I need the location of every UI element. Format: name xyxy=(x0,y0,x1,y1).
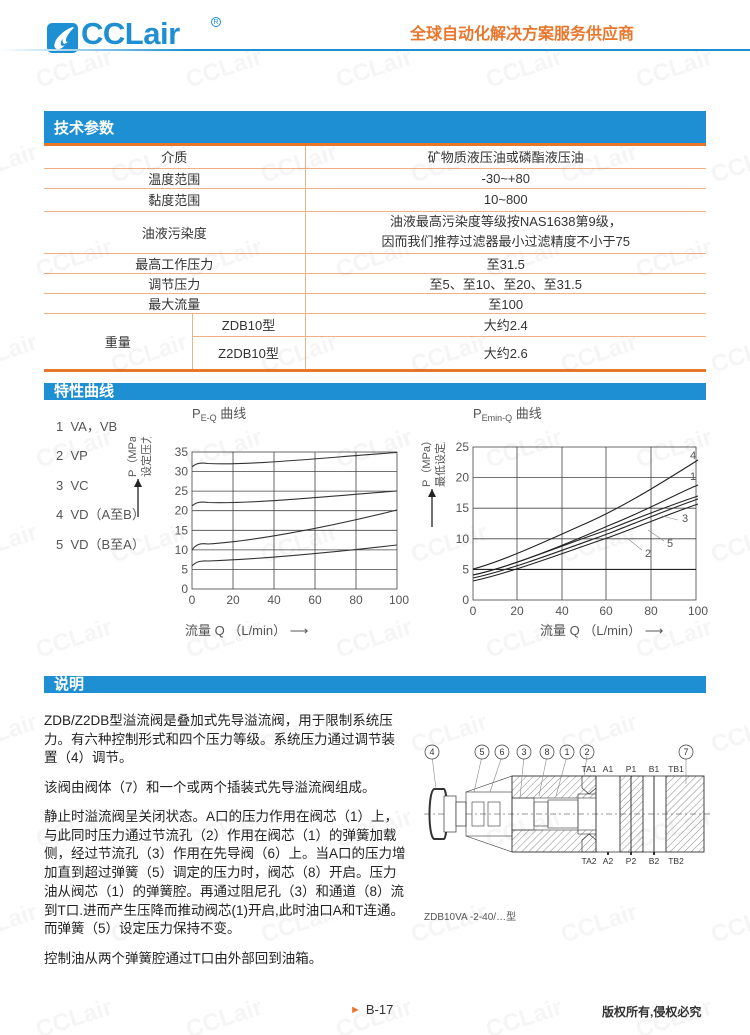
svg-text:35: 35 xyxy=(175,445,189,459)
svg-text:0: 0 xyxy=(181,582,188,596)
svg-text:4: 4 xyxy=(690,450,696,462)
svg-text:0: 0 xyxy=(470,604,477,618)
svg-text:5: 5 xyxy=(479,747,484,757)
svg-text:最低设定压力: 最低设定压力 xyxy=(433,442,447,487)
svg-text:A2: A2 xyxy=(603,856,614,866)
svg-text:20: 20 xyxy=(226,593,240,607)
svg-text:3: 3 xyxy=(682,513,688,525)
svg-text:40: 40 xyxy=(267,593,281,607)
svg-text:80: 80 xyxy=(644,604,658,618)
svg-text:5: 5 xyxy=(181,562,188,576)
svg-text:2: 2 xyxy=(584,747,589,757)
svg-text:TB2: TB2 xyxy=(668,856,684,866)
svg-text:7: 7 xyxy=(683,747,688,757)
svg-text:4: 4 xyxy=(429,747,434,757)
svg-text:B1: B1 xyxy=(649,764,660,774)
svg-text:设定压力: 设定压力 xyxy=(139,437,153,477)
svg-text:TA1: TA1 xyxy=(582,764,597,774)
svg-text:15: 15 xyxy=(456,501,470,515)
svg-text:P1: P1 xyxy=(626,764,637,774)
svg-text:3: 3 xyxy=(521,747,526,757)
svg-text:TA2: TA2 xyxy=(582,856,597,866)
svg-text:1: 1 xyxy=(564,747,569,757)
svg-text:1: 1 xyxy=(690,471,696,483)
svg-text:15: 15 xyxy=(175,523,189,537)
svg-text:30: 30 xyxy=(175,465,189,479)
svg-text:0: 0 xyxy=(462,593,469,607)
svg-text:60: 60 xyxy=(308,593,322,607)
svg-text:25: 25 xyxy=(456,442,470,454)
svg-text:80: 80 xyxy=(349,593,363,607)
svg-text:2: 2 xyxy=(645,548,651,560)
svg-text:60: 60 xyxy=(599,604,613,618)
svg-text:5: 5 xyxy=(462,562,469,576)
svg-text:25: 25 xyxy=(175,484,189,498)
svg-text:TB1: TB1 xyxy=(668,764,684,774)
svg-text:P（MPa）: P（MPa） xyxy=(420,442,433,487)
svg-text:10: 10 xyxy=(456,532,470,546)
svg-text:100: 100 xyxy=(389,593,409,607)
svg-text:P2: P2 xyxy=(626,856,637,866)
svg-text:0: 0 xyxy=(189,593,196,607)
svg-text:100: 100 xyxy=(688,604,708,618)
svg-text:6: 6 xyxy=(499,747,504,757)
svg-text:20: 20 xyxy=(510,604,524,618)
svg-text:8: 8 xyxy=(544,747,549,757)
svg-text:20: 20 xyxy=(175,504,189,518)
svg-text:P（MPa）: P（MPa） xyxy=(126,437,139,477)
svg-text:40: 40 xyxy=(555,604,569,618)
svg-text:A1: A1 xyxy=(603,764,614,774)
svg-text:10: 10 xyxy=(175,543,189,557)
svg-text:5: 5 xyxy=(667,538,673,550)
svg-text:B2: B2 xyxy=(649,856,660,866)
svg-text:20: 20 xyxy=(456,471,470,485)
